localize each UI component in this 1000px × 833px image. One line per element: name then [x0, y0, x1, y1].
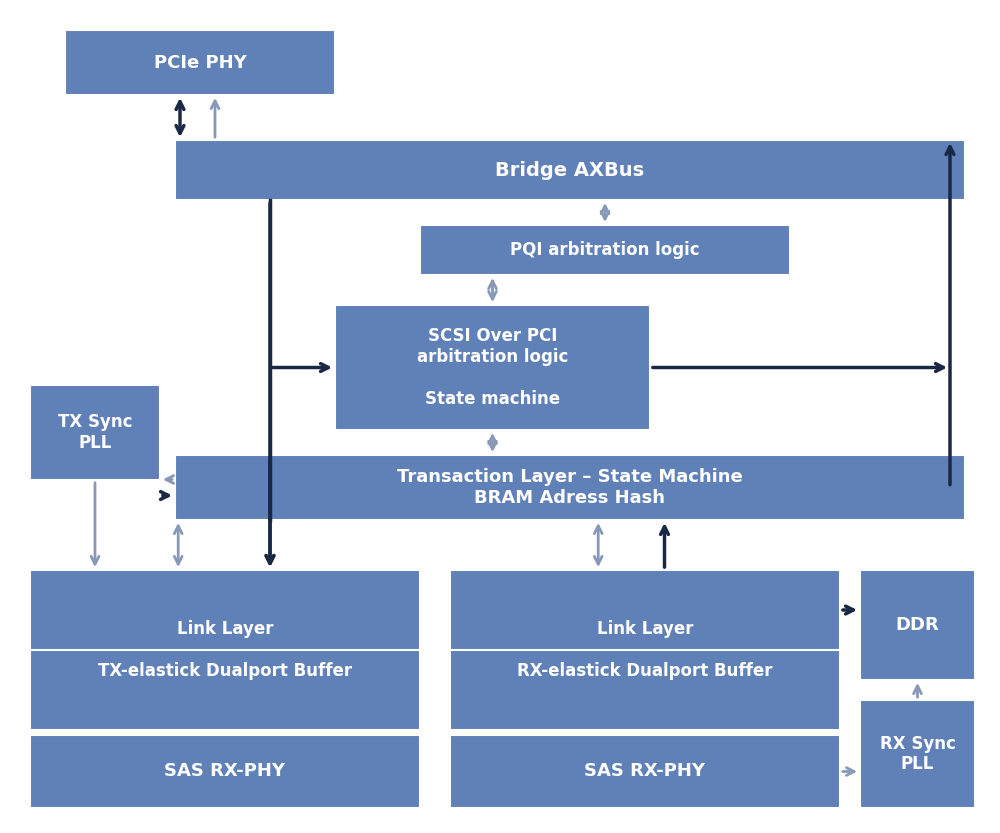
Text: Link Layer

TX-elastick Dualport Buffer: Link Layer TX-elastick Dualport Buffer — [98, 621, 352, 680]
Text: TX Sync
PLL: TX Sync PLL — [58, 413, 132, 451]
Text: SAS RX-PHY: SAS RX-PHY — [584, 762, 706, 781]
FancyBboxPatch shape — [420, 225, 790, 275]
Text: DDR: DDR — [896, 616, 939, 634]
FancyBboxPatch shape — [30, 385, 160, 480]
Text: PQI arbitration logic: PQI arbitration logic — [510, 241, 700, 259]
FancyBboxPatch shape — [450, 735, 840, 808]
FancyBboxPatch shape — [30, 570, 420, 730]
FancyBboxPatch shape — [860, 700, 975, 808]
Text: RX Sync
PLL: RX Sync PLL — [880, 735, 955, 773]
Text: Link Layer

RX-elastick Dualport Buffer: Link Layer RX-elastick Dualport Buffer — [517, 621, 773, 680]
FancyBboxPatch shape — [65, 30, 335, 95]
FancyBboxPatch shape — [30, 735, 420, 808]
FancyBboxPatch shape — [175, 140, 965, 200]
Text: SCSI Over PCI
arbitration logic

State machine: SCSI Over PCI arbitration logic State ma… — [417, 327, 568, 407]
FancyBboxPatch shape — [175, 455, 965, 520]
Text: SAS RX-PHY: SAS RX-PHY — [164, 762, 286, 781]
Text: PCIe PHY: PCIe PHY — [154, 53, 246, 72]
FancyBboxPatch shape — [450, 570, 840, 730]
Text: Bridge AXBus: Bridge AXBus — [495, 161, 645, 179]
FancyBboxPatch shape — [860, 570, 975, 680]
Text: Transaction Layer – State Machine
BRAM Adress Hash: Transaction Layer – State Machine BRAM A… — [397, 468, 743, 507]
FancyBboxPatch shape — [335, 305, 650, 430]
